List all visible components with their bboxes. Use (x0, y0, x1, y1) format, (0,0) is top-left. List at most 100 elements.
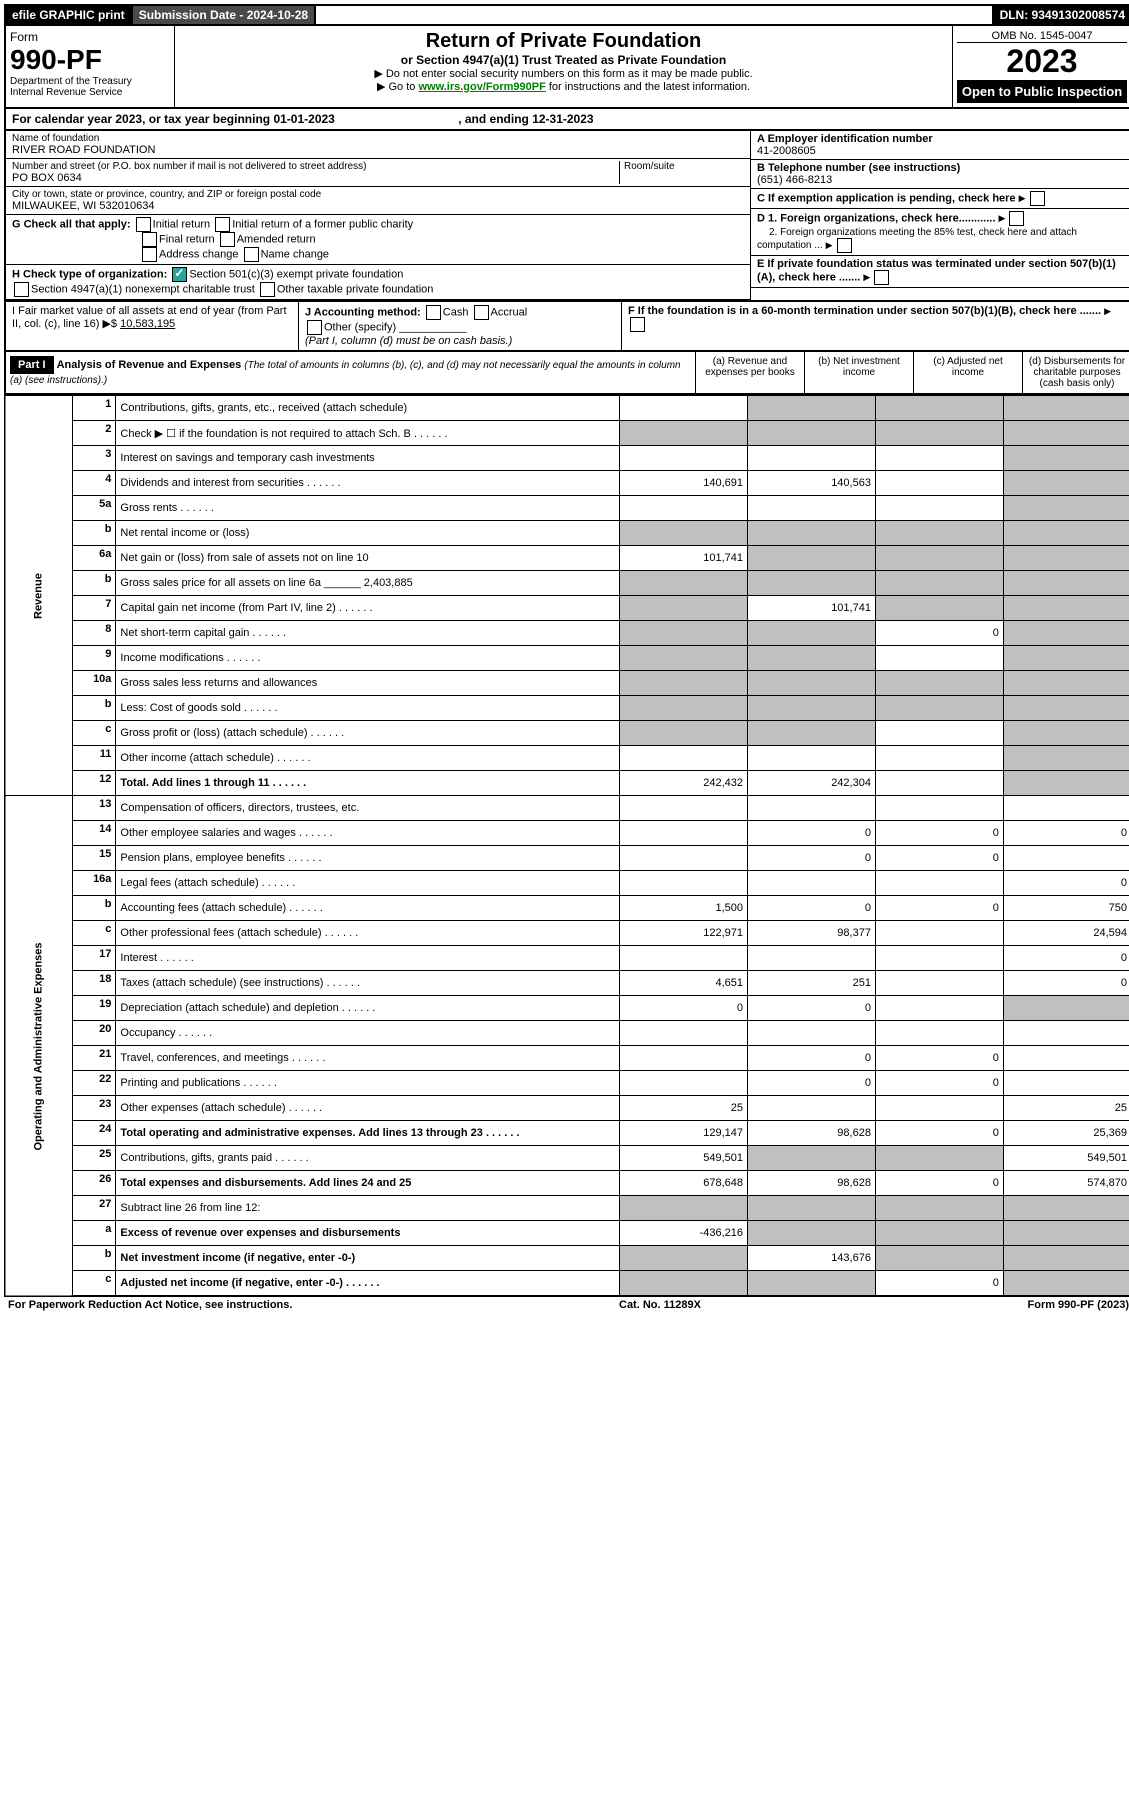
h-row: H Check type of organization: Section 50… (6, 265, 750, 300)
row-number: 6a (73, 546, 116, 571)
foundation-name: RIVER ROAD FOUNDATION (12, 144, 744, 156)
cell-a: 4,651 (620, 971, 748, 996)
cell-c (875, 1196, 1003, 1221)
footer-mid: Cat. No. 11289X (619, 1299, 701, 1311)
checkbox-501c3[interactable] (172, 267, 187, 282)
room-label: Room/suite (624, 161, 744, 172)
checkbox-cash[interactable] (426, 305, 441, 320)
instr2-pre: ▶ Go to (377, 81, 418, 93)
submission-date: Submission Date - 2024-10-28 (133, 6, 316, 24)
cell-b (748, 1271, 876, 1297)
irs: Internal Revenue Service (10, 87, 170, 98)
j-cash: Cash (443, 306, 469, 318)
j-accrual: Accrual (491, 306, 528, 318)
cell-b (748, 396, 876, 421)
checkbox-addr-change[interactable] (142, 247, 157, 262)
checkbox-4947[interactable] (14, 282, 29, 297)
checkbox-e[interactable] (874, 270, 889, 285)
cell-b (748, 796, 876, 821)
table-row: 10aGross sales less returns and allowanc… (5, 671, 1129, 696)
checkbox-other-taxable[interactable] (260, 282, 275, 297)
cell-b (748, 671, 876, 696)
checkbox-name-change[interactable] (244, 247, 259, 262)
cell-a (620, 871, 748, 896)
ty-pre: For calendar year 2023, or tax year begi… (12, 112, 273, 126)
dept: Department of the Treasury (10, 76, 170, 87)
instr-1: ▶ Do not enter social security numbers o… (179, 67, 948, 80)
cell-d (1003, 721, 1129, 746)
checkbox-initial-return[interactable] (136, 217, 151, 232)
row-desc: Accounting fees (attach schedule) . . . … (116, 896, 620, 921)
d-cell: D 1. Foreign organizations, check here..… (751, 209, 1129, 256)
cell-c (875, 746, 1003, 771)
instr2-post: for instructions and the latest informat… (546, 81, 750, 93)
row-desc: Occupancy . . . . . . (116, 1021, 620, 1046)
table-row: bNet investment income (if negative, ent… (5, 1246, 1129, 1271)
checkbox-other-method[interactable] (307, 320, 322, 335)
checkbox-f[interactable] (630, 317, 645, 332)
h-opt-2: Other taxable private foundation (277, 283, 434, 295)
cell-a: -436,216 (620, 1221, 748, 1246)
cell-c (875, 471, 1003, 496)
cell-a (620, 421, 748, 446)
cell-c: 0 (875, 846, 1003, 871)
cell-c (875, 996, 1003, 1021)
cell-b (748, 571, 876, 596)
row-desc: Dividends and interest from securities .… (116, 471, 620, 496)
part1-title-cell: Part I Analysis of Revenue and Expenses … (6, 352, 695, 393)
addr: PO BOX 0634 (12, 172, 619, 184)
cell-a: 122,971 (620, 921, 748, 946)
row-desc: Income modifications . . . . . . (116, 646, 620, 671)
table-row: 23Other expenses (attach schedule) . . .… (5, 1096, 1129, 1121)
row-desc: Gross sales less returns and allowances (116, 671, 620, 696)
cell-d (1003, 496, 1129, 521)
cell-a (620, 521, 748, 546)
row-number: 23 (73, 1096, 116, 1121)
row-number: 17 (73, 946, 116, 971)
checkbox-c[interactable] (1030, 191, 1045, 206)
cell-c (875, 671, 1003, 696)
cell-a: 678,648 (620, 1171, 748, 1196)
cell-a: 140,691 (620, 471, 748, 496)
form-link[interactable]: www.irs.gov/Form990PF (418, 81, 545, 93)
table-row: 21Travel, conferences, and meetings . . … (5, 1046, 1129, 1071)
cell-a (620, 446, 748, 471)
cell-a: 549,501 (620, 1146, 748, 1171)
checkbox-initial-former[interactable] (215, 217, 230, 232)
table-row: 25Contributions, gifts, grants paid . . … (5, 1146, 1129, 1171)
cell-b: 0 (748, 1046, 876, 1071)
checkbox-amended[interactable] (220, 232, 235, 247)
table-row: 9Income modifications . . . . . . (5, 646, 1129, 671)
row-number: 12 (73, 771, 116, 796)
cell-a (620, 1071, 748, 1096)
checkbox-final[interactable] (142, 232, 157, 247)
cell-a: 242,432 (620, 771, 748, 796)
checkbox-d2[interactable] (837, 238, 852, 253)
checkbox-accrual[interactable] (474, 305, 489, 320)
checkbox-d1[interactable] (1009, 211, 1024, 226)
cell-a (620, 821, 748, 846)
row-desc: Other income (attach schedule) . . . . .… (116, 746, 620, 771)
row-desc: Other professional fees (attach schedule… (116, 921, 620, 946)
cell-a (620, 1021, 748, 1046)
cell-c (875, 1246, 1003, 1271)
cell-a (620, 671, 748, 696)
cell-a (620, 1196, 748, 1221)
cell-c (875, 446, 1003, 471)
cell-b (748, 546, 876, 571)
cell-b (748, 696, 876, 721)
cell-b: 0 (748, 1071, 876, 1096)
col-b-header: (b) Net investment income (804, 352, 913, 393)
c-cell: C If exemption application is pending, c… (751, 189, 1129, 209)
row-number: b (73, 521, 116, 546)
cell-c (875, 546, 1003, 571)
table-row: aExcess of revenue over expenses and dis… (5, 1221, 1129, 1246)
form-title: Return of Private Foundation (179, 30, 948, 53)
cell-b: 242,304 (748, 771, 876, 796)
table-row: 17Interest . . . . . .0 (5, 946, 1129, 971)
row-desc: Total operating and administrative expen… (116, 1121, 620, 1146)
ein-label: A Employer identification number (757, 133, 933, 145)
row-number: 24 (73, 1121, 116, 1146)
row-desc: Gross rents . . . . . . (116, 496, 620, 521)
side-label-revenue: Revenue (5, 396, 73, 796)
